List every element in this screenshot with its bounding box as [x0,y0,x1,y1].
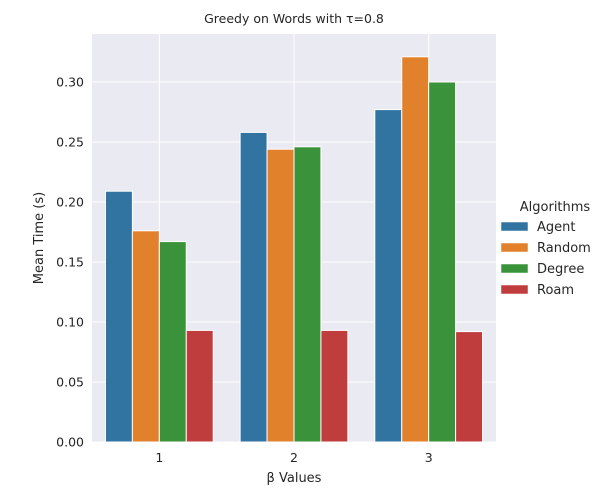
legend-swatch-degree [500,263,529,274]
y-tick-label: 0.20 [56,195,84,210]
bar-degree-2 [293,146,322,443]
bar-roam-2 [320,329,349,443]
y-tick-label: 0.30 [56,75,84,90]
bar-random-1 [131,230,160,443]
legend-label-roam: Roam [537,283,574,298]
x-tick-label: 1 [155,450,163,465]
bar-agent-3 [374,109,403,443]
y-axis-label: Mean Time (s) [32,192,47,284]
legend-swatch-agent [500,221,529,232]
bar-agent-2 [239,131,268,443]
bar-degree-3 [428,81,457,443]
legend-label-agent: Agent [537,220,575,235]
bar-roam-1 [185,329,214,443]
y-tick-label: 0.15 [56,255,84,270]
bar-degree-1 [158,241,187,443]
bar-random-2 [266,148,295,443]
bar-roam-3 [455,331,484,443]
x-axis-label: β Values [267,471,322,486]
legend: Algorithms Agent Random Degree Roam [500,200,591,298]
y-tick-label: 0.00 [56,435,84,450]
bar-random-3 [401,56,430,443]
y-tick-label: 0.25 [56,135,84,150]
y-tick-label: 0.05 [56,375,84,390]
legend-swatch-random [500,242,529,253]
chart-title: Greedy on Words with τ=0.8 [204,11,384,26]
x-axis-ticks: 1 2 3 [155,450,432,465]
y-axis-ticks: 0.00 0.05 0.10 0.15 0.20 0.25 0.30 [56,75,84,450]
legend-swatch-roam [500,284,529,295]
legend-title: Algorithms [520,200,591,215]
y-tick-label: 0.10 [56,315,84,330]
legend-label-random: Random [537,241,591,256]
x-tick-label: 3 [425,450,433,465]
bars [104,56,484,443]
bar-agent-1 [104,190,133,443]
x-tick-label: 2 [290,450,298,465]
legend-label-degree: Degree [537,262,584,277]
